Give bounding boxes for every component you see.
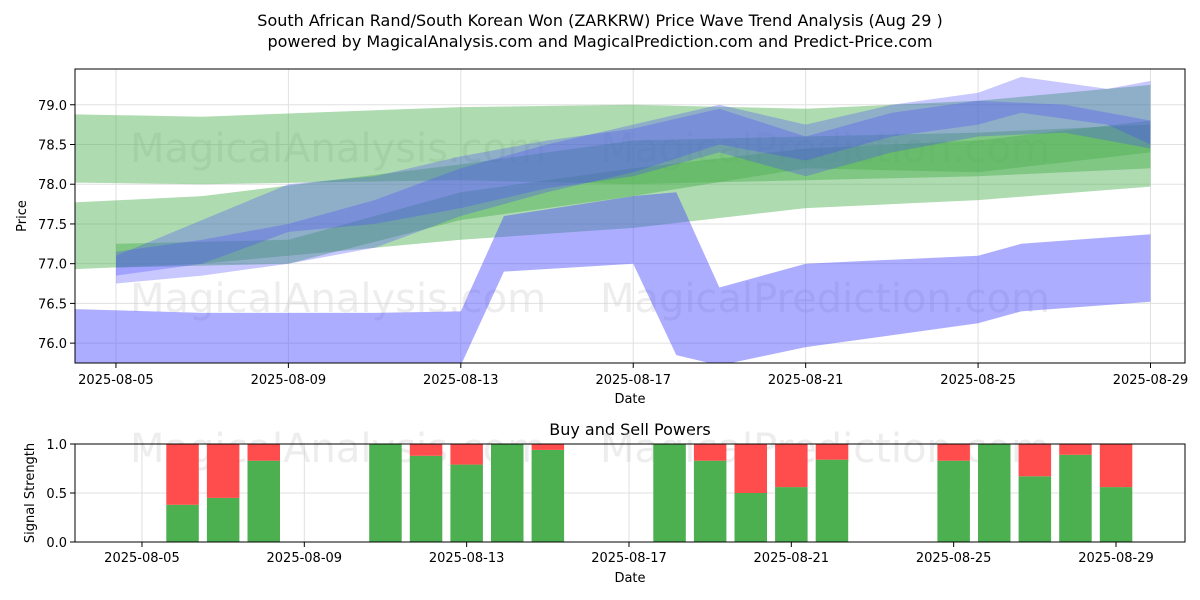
wave-band-blue <box>116 76 1151 284</box>
price-x-ticks: 2025-08-05 2025-08-09 2025-08-13 2025-08-17… <box>78 363 1188 388</box>
buy-bar <box>978 444 1011 542</box>
price-y-tick-label: 78.5 <box>38 138 67 153</box>
sell-bar <box>1059 444 1092 455</box>
signal-y-tick-label: 0.5 <box>46 487 67 502</box>
signal-plot-title: Buy and Sell Powers <box>549 420 711 439</box>
buy-bar <box>734 493 767 542</box>
wave-band-green <box>116 120 1151 268</box>
signal-x-ticks: 2025-08-05 2025-08-09 2025-08-13 2025-08-17… <box>104 542 1154 566</box>
watermark-1: MagicalAnalysis.com <box>130 126 546 172</box>
price-plot-border <box>74 68 1186 364</box>
signal-y-ticks: 0.0 0.5 1.0 <box>46 438 75 551</box>
sell-bar <box>815 444 849 460</box>
price-x-label: Date <box>614 392 645 407</box>
buy-bar <box>491 444 524 542</box>
buy-bar <box>247 460 280 542</box>
price-x-tick-label: 2025-08-05 <box>78 373 154 388</box>
wave-band-green <box>75 124 1151 270</box>
buy-bar <box>369 444 402 542</box>
price-x-tick-label: 2025-08-29 <box>1113 373 1189 388</box>
wave-band-blue <box>75 192 1151 363</box>
buy-bar <box>409 455 443 542</box>
signal-x-tick-label: 2025-08-25 <box>916 551 992 566</box>
sell-bar <box>693 444 727 461</box>
buy-bar <box>937 460 970 542</box>
wave-band-green <box>75 84 1151 185</box>
chart-title: South African Rand/South Korean Won (ZAR… <box>257 11 942 30</box>
price-x-tick-label: 2025-08-17 <box>595 373 671 388</box>
wave-bands <box>75 76 1151 363</box>
signal-x-tick-label: 2025-08-09 <box>267 551 343 566</box>
sell-bar <box>206 444 240 498</box>
signal-x-tick-label: 2025-08-13 <box>429 551 505 566</box>
signal-y-tick-label: 1.0 <box>46 438 67 453</box>
buy-bar <box>206 497 240 542</box>
price-x-tick-label: 2025-08-09 <box>251 373 327 388</box>
sell-bar <box>1018 444 1052 477</box>
signal-y-tick-label: 0.0 <box>46 536 67 551</box>
price-x-tick-label: 2025-08-13 <box>423 373 499 388</box>
price-y-tick-label: 77.0 <box>38 258 67 273</box>
sell-bar <box>775 444 808 488</box>
price-y-label: Price <box>15 200 30 232</box>
sell-bar <box>734 444 767 493</box>
price-plot: MagicalAnalysis.com MagicalPrediction.co… <box>15 68 1188 407</box>
sell-bar <box>937 444 970 461</box>
signal-x-tick-label: 2025-08-05 <box>104 551 180 566</box>
sell-bar <box>166 444 199 505</box>
signal-plot: Buy and Sell Powers MagicalAnalysis.com … <box>23 420 1186 586</box>
price-grid <box>75 69 1185 363</box>
price-y-tick-label: 76.5 <box>38 297 67 312</box>
signal-x-tick-label: 2025-08-29 <box>1078 551 1154 566</box>
sell-bar <box>247 444 280 461</box>
buy-bar <box>450 464 483 542</box>
price-y-tick-label: 78.0 <box>38 178 67 193</box>
price-y-ticks: 76.0 76.5 77.0 77.5 78.0 78.5 79.0 <box>38 99 75 352</box>
price-x-tick-label: 2025-08-21 <box>768 373 844 388</box>
sell-bar <box>1099 444 1133 488</box>
buy-bar <box>166 504 199 542</box>
buy-bar <box>775 487 808 542</box>
buy-bar <box>1018 476 1052 542</box>
wave-band-blue <box>116 100 1151 276</box>
buy-bar <box>1099 487 1133 542</box>
sell-bar <box>531 444 565 450</box>
price-watermarks: MagicalAnalysis.com MagicalPrediction.co… <box>130 126 1050 322</box>
price-x-tick-label: 2025-08-25 <box>940 373 1016 388</box>
buy-bar <box>1059 454 1092 542</box>
buy-bar <box>693 460 727 542</box>
signal-x-tick-label: 2025-08-17 <box>591 551 667 566</box>
watermark-4: MagicalPrediction.com <box>600 276 1050 322</box>
watermark-2: MagicalPrediction.com <box>600 126 1050 172</box>
watermark-3: MagicalAnalysis.com <box>130 276 546 322</box>
price-y-tick-label: 79.0 <box>38 99 67 114</box>
signal-x-label: Date <box>614 571 645 586</box>
chart-subtitle: powered by MagicalAnalysis.com and Magic… <box>267 32 932 51</box>
buy-bar <box>815 459 849 542</box>
price-plot-frame <box>75 69 1185 363</box>
price-y-tick-label: 77.5 <box>38 218 67 233</box>
sell-bar <box>409 444 443 456</box>
price-y-tick-label: 76.0 <box>38 337 67 352</box>
signal-y-label: Signal Strength <box>23 443 38 543</box>
signal-bars <box>166 444 1133 542</box>
signal-x-tick-label: 2025-08-21 <box>754 551 830 566</box>
sell-bar <box>450 444 483 465</box>
buy-bar <box>653 444 686 542</box>
buy-bar <box>531 449 565 542</box>
